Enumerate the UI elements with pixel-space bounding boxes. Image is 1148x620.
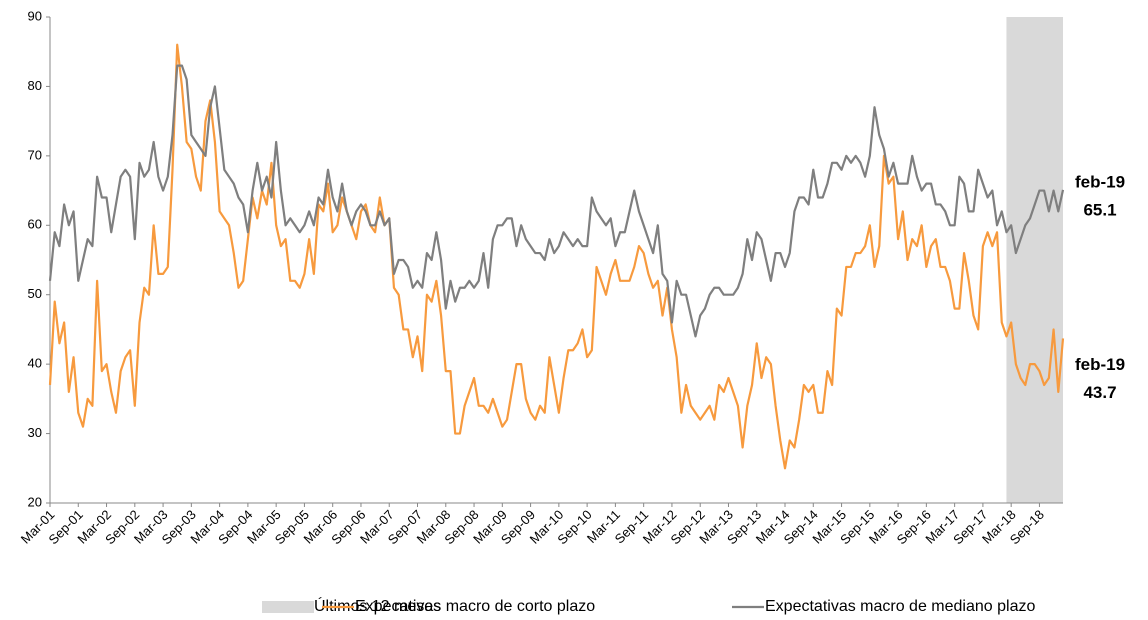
y-tick-label: 50 (28, 286, 42, 301)
end-value: 43.7 (1083, 383, 1116, 402)
legend-label: Expecativas macro de corto plazo (355, 598, 595, 615)
end-label: feb-19 (1075, 172, 1125, 191)
end-value: 65.1 (1083, 200, 1116, 219)
y-tick-label: 90 (28, 8, 42, 23)
y-tick-label: 60 (28, 217, 42, 232)
y-tick-label: 20 (28, 494, 42, 509)
y-tick-label: 70 (28, 147, 42, 162)
y-tick-label: 40 (28, 356, 42, 371)
y-tick-label: 30 (28, 425, 42, 440)
legend-swatch (262, 601, 314, 613)
legend-label: Expectativas macro de mediano plazo (765, 598, 1035, 615)
legend-label: Últimos 12 meses (314, 596, 441, 615)
highlight-band (1006, 17, 1063, 503)
y-tick-label: 80 (28, 78, 42, 93)
series-line (48, 64, 1065, 338)
series-line (48, 43, 1065, 470)
end-label: feb-19 (1075, 355, 1125, 374)
